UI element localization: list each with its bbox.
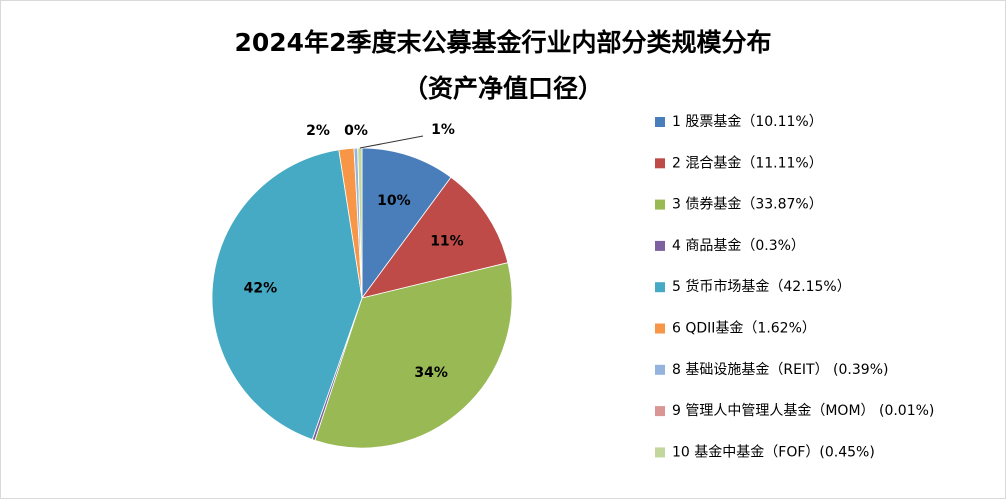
pie-slice	[314, 262, 513, 449]
legend-label: 6 QDII基金（1.62%）	[672, 320, 816, 337]
pie-slice	[361, 176, 509, 299]
legend-label: 3 债券基金（33.87%）	[672, 196, 823, 213]
data-label: 42%	[244, 281, 278, 297]
legend-swatch	[655, 447, 665, 458]
legend-label: 2 混合基金（11.11%）	[672, 154, 823, 171]
legend-label: 9 管理人中管理人基金（MOM） (0.01%)	[672, 402, 934, 419]
legend-swatch	[655, 282, 665, 293]
pie-slice	[211, 149, 363, 441]
data-label: 1%	[431, 122, 455, 138]
chart-subtitle: （资产净值口径）	[403, 74, 603, 103]
legend-label: 4 商品基金（0.3%）	[672, 237, 805, 254]
legend-swatch	[655, 117, 665, 127]
legend-swatch	[655, 364, 665, 375]
legend-label: 10 基金中基金（FOF）(0.45%)	[672, 443, 875, 460]
legend-swatch	[655, 406, 665, 417]
legend-label: 5 货币市场基金（42.15%）	[672, 278, 851, 295]
legend-swatch	[655, 240, 665, 251]
legend-swatch	[655, 199, 665, 210]
legend-label: 8 基础设施基金（REIT） (0.39%)	[672, 361, 888, 378]
legend-label: 1 股票基金（10.11%）	[672, 113, 823, 130]
pie-slice	[361, 147, 452, 300]
leader-line	[359, 135, 424, 149]
data-label: 10%	[377, 193, 411, 209]
data-label: 0%	[344, 123, 368, 139]
legend-swatch	[655, 323, 665, 334]
chart-title: 2024年2季度末公募基金行业内部分类规模分布	[235, 28, 772, 57]
legend-swatch	[655, 158, 665, 169]
data-label: 11%	[430, 234, 464, 250]
data-label: 34%	[414, 365, 448, 381]
data-label: 2%	[306, 123, 330, 139]
